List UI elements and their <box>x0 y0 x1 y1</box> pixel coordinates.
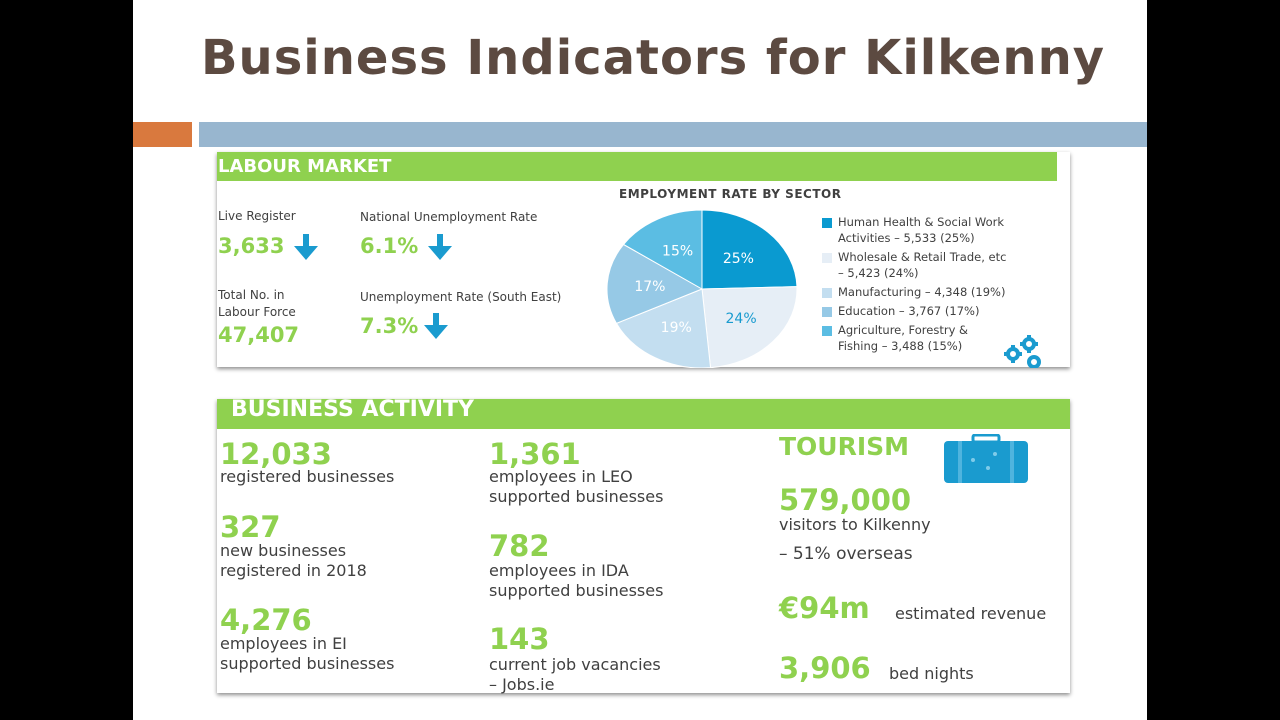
stat-label: employees in IDA <box>489 561 629 580</box>
legend-swatch <box>822 218 832 228</box>
legend-label: Agriculture, Forestry & <box>838 323 969 337</box>
pie-slice <box>607 243 704 324</box>
stat-label: supported businesses <box>489 487 664 506</box>
legend-swatch <box>822 288 832 298</box>
employment-pie-chart: 25% 24% 19% 17% 15% <box>607 210 797 368</box>
legend-swatch <box>822 326 832 336</box>
tourism-visitors-value: 579,000 <box>779 483 912 517</box>
legend-item: Agriculture, Forestry & Fishing – 3,488 (… <box>822 322 1038 354</box>
stat-label: new businesses <box>220 541 347 560</box>
tourism-bednights-value: 3,906 <box>779 651 871 685</box>
tourism-overseas-label: – 51% overseas <box>779 544 913 564</box>
business-activity-panel: BUSINESS ACTIVITY 12,033 registered busi… <box>217 399 1070 694</box>
pie-slice <box>701 286 797 368</box>
legend-item: Human Health & Social Work Activities – 5… <box>822 214 1038 246</box>
legend-label: Fishing – 3,488 (15%) <box>838 339 963 353</box>
legend-label: Activities – 5,533 (25%) <box>838 231 975 245</box>
legend-label: – 5,423 (24%) <box>838 266 919 280</box>
pie-slice <box>622 210 703 290</box>
legend-label: Wholesale & Retail Trade, etc <box>838 250 1007 264</box>
stat-label: supported businesses <box>489 581 664 600</box>
stat-label: registered businesses <box>220 467 395 486</box>
stat-label: current job vacancies <box>489 655 661 674</box>
se-rate-value: 7.3% <box>360 314 419 338</box>
gears-icon <box>1004 335 1041 368</box>
live-register-label: Live Register <box>218 209 296 223</box>
stat-value: 782 <box>489 529 550 563</box>
live-register-value: 3,633 <box>218 234 285 258</box>
pie-slice-label: 25% <box>723 251 754 267</box>
labour-force-label-line2: Labour Force <box>218 305 296 319</box>
tourism-revenue-label: estimated revenue <box>895 604 1047 623</box>
accent-bar-blue <box>199 122 1147 147</box>
tourism-title: TOURISM <box>779 432 910 461</box>
stat-value: 1,361 <box>489 437 581 471</box>
stat-label: – Jobs.ie <box>489 675 555 694</box>
pie-slice-label: 17% <box>634 279 665 295</box>
legend-swatch <box>822 253 832 263</box>
stat-label: supported businesses <box>220 654 395 673</box>
pie-slice-label: 15% <box>662 244 693 260</box>
stat-value: 327 <box>220 510 281 544</box>
stat-label: employees in EI <box>220 634 347 653</box>
slide: Business Indicators for Kilkenny LABOUR … <box>133 0 1147 720</box>
labour-force-value: 47,407 <box>218 323 300 347</box>
legend-label: Education – 3,767 (17%) <box>838 304 980 318</box>
arrow-down-icon <box>424 313 448 339</box>
tourism-visitors-label: visitors to Kilkenny <box>779 515 931 534</box>
labour-force-label: Total No. in Labour Force <box>218 287 296 321</box>
legend-label: Manufacturing – 4,348 (19%) <box>838 285 1006 299</box>
national-rate-label: National Unemployment Rate <box>360 210 538 224</box>
stat-value: 4,276 <box>220 603 312 637</box>
tourism-revenue-value: €94m <box>779 591 870 625</box>
pie-slice-label: 19% <box>661 320 692 336</box>
stat-value: 12,033 <box>220 437 332 471</box>
stat-label: registered in 2018 <box>220 561 367 580</box>
labour-market-header: LABOUR MARKET <box>217 152 1057 181</box>
national-rate-value: 6.1% <box>360 234 419 258</box>
pie-slice <box>701 210 797 290</box>
accent-bar-orange <box>133 122 192 147</box>
legend-item: Wholesale & Retail Trade, etc – 5,423 (24… <box>822 249 1038 281</box>
labour-force-label-line1: Total No. in <box>218 288 285 302</box>
business-activity-header: BUSINESS ACTIVITY <box>217 399 1070 429</box>
stat-label: employees in LEO <box>489 467 633 486</box>
suitcase-icon <box>944 434 1028 483</box>
legend-swatch <box>822 307 832 317</box>
arrow-down-icon <box>294 234 318 260</box>
legend-item: Education – 3,767 (17%) <box>822 303 1038 319</box>
chart-title: EMPLOYMENT RATE BY SECTOR <box>619 187 842 201</box>
legend-label: Human Health & Social Work <box>838 215 1005 229</box>
slide-title: Business Indicators for Kilkenny <box>200 30 1106 86</box>
stat-value: 143 <box>489 622 550 656</box>
pie-slice <box>615 288 712 368</box>
pie-slice-label: 24% <box>726 311 757 327</box>
labour-market-panel: LABOUR MARKET Live Register 3,633 Nation… <box>217 152 1070 368</box>
se-rate-label: Unemployment Rate (South East) <box>360 290 562 304</box>
tourism-bednights-label: bed nights <box>889 664 974 683</box>
legend-item: Manufacturing – 4,348 (19%) <box>822 284 1038 300</box>
arrow-down-icon <box>428 234 452 260</box>
